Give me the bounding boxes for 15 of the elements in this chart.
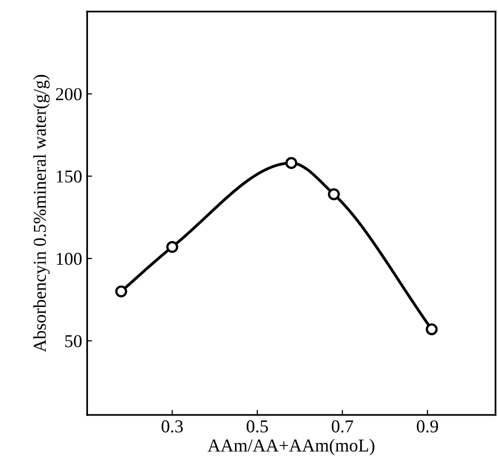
point	[115, 285, 128, 298]
point	[285, 157, 298, 169]
point	[166, 240, 178, 253]
x-tick-label: 0.9	[416, 420, 438, 433]
y-tick-label: 100	[56, 252, 82, 265]
x-tick-label: 0.5	[246, 420, 268, 433]
x-axis-title: AAm/AA+AAm(moL)	[208, 438, 374, 456]
x-tick-label: 0.7	[332, 420, 354, 433]
y-tick-label: 50	[65, 335, 82, 348]
point	[328, 188, 340, 200]
y-axis-title: Absorbencyin 0.5%mineral water(g/g)	[33, 74, 50, 352]
y-tick-label: 150	[56, 170, 82, 183]
y-tick-label: 200	[56, 88, 82, 100]
point	[426, 323, 438, 336]
x-tick-label: 0.3	[162, 420, 183, 433]
